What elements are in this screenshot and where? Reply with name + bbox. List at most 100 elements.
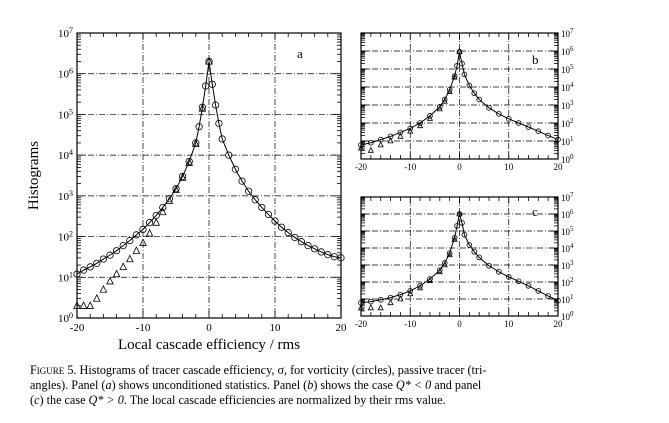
y-tick-label: 106 — [561, 45, 574, 57]
data-point — [112, 269, 121, 278]
data-point — [525, 124, 532, 130]
data-point — [92, 293, 101, 302]
x-tick-label: 0 — [457, 319, 462, 329]
y-tick-label: 101 — [58, 270, 73, 284]
y-tick-label: 102 — [561, 117, 574, 129]
data-point — [436, 103, 443, 110]
data-point — [73, 301, 81, 309]
caption-condition-positive: Q* > 0 — [88, 393, 124, 407]
caption-text-3b: ) the case — [39, 393, 89, 407]
data-point — [271, 217, 279, 225]
data-point — [461, 231, 468, 238]
grid — [361, 33, 558, 159]
data-point — [441, 260, 448, 266]
caption-text-3a: ( — [30, 393, 35, 407]
x-tick-label: -10 — [404, 319, 416, 329]
data-point — [368, 139, 374, 146]
data-point — [337, 254, 345, 262]
data-point — [459, 60, 465, 67]
data-point — [461, 71, 468, 78]
panel-label-a: a — [297, 46, 303, 61]
ticks — [76, 33, 342, 319]
data-point — [471, 248, 478, 255]
data-point — [459, 220, 465, 226]
data-point — [195, 123, 203, 131]
data-point — [208, 80, 216, 88]
data-point — [535, 288, 542, 294]
data-point — [407, 288, 414, 294]
data-point — [476, 96, 483, 103]
data-point — [377, 304, 384, 311]
data-point — [215, 119, 223, 128]
data-point — [446, 250, 453, 258]
data-point — [139, 225, 147, 234]
data-point — [238, 177, 246, 185]
data-point — [451, 234, 458, 241]
data-point — [397, 295, 404, 302]
data-point — [486, 104, 492, 111]
y-tick-label: 107 — [561, 191, 574, 203]
caption-text-2a: angles). Panel ( — [30, 378, 106, 392]
data-point — [251, 196, 259, 204]
data-point — [555, 136, 561, 143]
data-point — [358, 142, 364, 148]
data-point — [277, 223, 286, 231]
panel-label-b: b — [532, 52, 539, 67]
data-point — [377, 296, 384, 303]
data-point — [454, 223, 460, 229]
data-point — [218, 135, 226, 143]
series-line — [360, 51, 559, 146]
data-point — [446, 87, 453, 94]
data-point — [446, 250, 453, 256]
panel-a: -20 -10 0 10 20 100 101 102 103 104 105 106 107 a Loca… — [26, 26, 347, 353]
x-tick-label: 10 — [270, 322, 282, 334]
data-point — [106, 251, 114, 259]
data-point — [427, 113, 433, 119]
data-point — [397, 291, 404, 298]
data-point — [86, 301, 95, 309]
data-point — [505, 274, 512, 280]
data-point — [387, 298, 394, 306]
data-point — [496, 111, 502, 117]
data-point — [185, 158, 194, 166]
data-point — [407, 127, 414, 134]
data-point — [93, 259, 101, 267]
data-point — [264, 210, 272, 219]
y-tick-label: 105 — [58, 107, 73, 121]
data-point — [417, 284, 424, 291]
data-point — [291, 233, 299, 242]
x-tick-label: -20 — [355, 162, 367, 172]
y-tick-label: 100 — [561, 310, 574, 322]
caption-condition-negative: Q* < 0 — [395, 378, 432, 392]
data-point — [231, 165, 239, 173]
caption-line-2: angles). Panel (a) shows unconditioned s… — [30, 378, 640, 393]
data-point — [172, 185, 180, 194]
y-tick-label: 104 — [58, 148, 73, 162]
plot-frame — [360, 32, 559, 160]
data-point — [258, 203, 266, 212]
data-point — [178, 173, 187, 181]
y-tick-label: 107 — [561, 27, 574, 39]
data-point — [515, 120, 522, 126]
x-tick-label: 0 — [457, 162, 462, 172]
data-point — [456, 210, 463, 217]
data-point — [417, 120, 423, 126]
figure-label: Figure 5. — [30, 363, 77, 377]
data-point — [446, 86, 453, 93]
series-line — [360, 213, 559, 304]
x-tick-label: -20 — [355, 319, 367, 329]
data-point — [304, 242, 312, 250]
data-point — [427, 276, 433, 282]
data-point — [466, 242, 473, 248]
data-point — [202, 82, 210, 90]
data-point — [165, 195, 173, 203]
grid — [77, 33, 341, 318]
data-point — [417, 121, 424, 129]
data-point — [515, 278, 522, 285]
data-point — [441, 261, 448, 268]
data-point — [454, 63, 460, 69]
data-point — [441, 97, 448, 104]
data-point — [525, 282, 532, 289]
data-point — [317, 248, 325, 256]
data-point — [146, 219, 154, 227]
